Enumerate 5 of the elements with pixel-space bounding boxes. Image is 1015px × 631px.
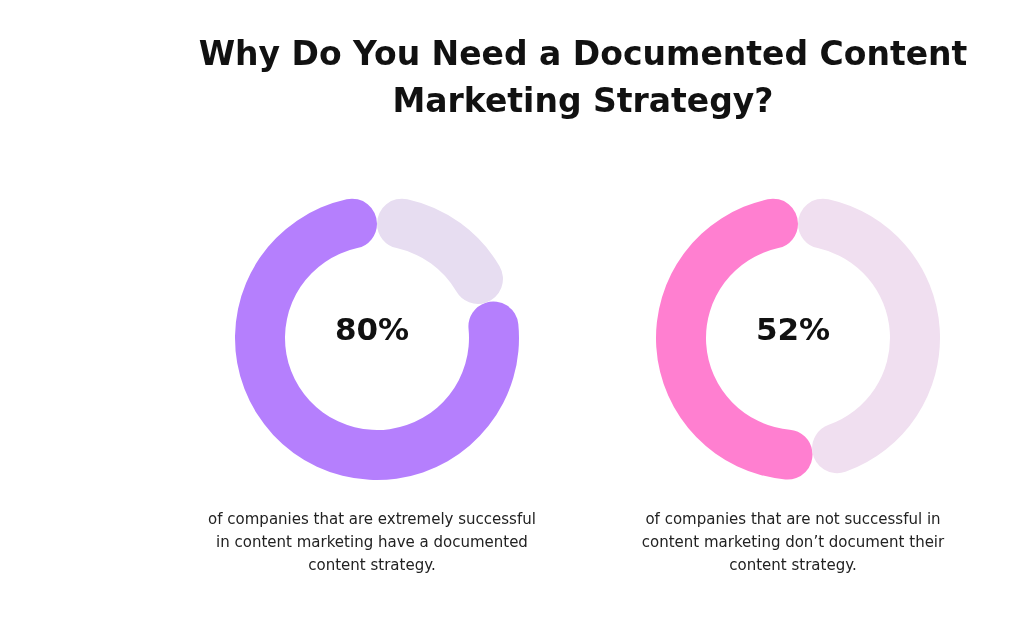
data-label: 80% — [333, 311, 411, 347]
text: of companies that are extremely successful in content marketing have a documented content strategy. — [207, 509, 537, 576]
chart-title: Why Do You Need a Documented Content Marketing Strategy? — [197, 33, 969, 122]
data-label: 52% — [754, 311, 832, 347]
text: of companies that are not successful in content marketing don’t document their content strategy. — [640, 509, 946, 576]
